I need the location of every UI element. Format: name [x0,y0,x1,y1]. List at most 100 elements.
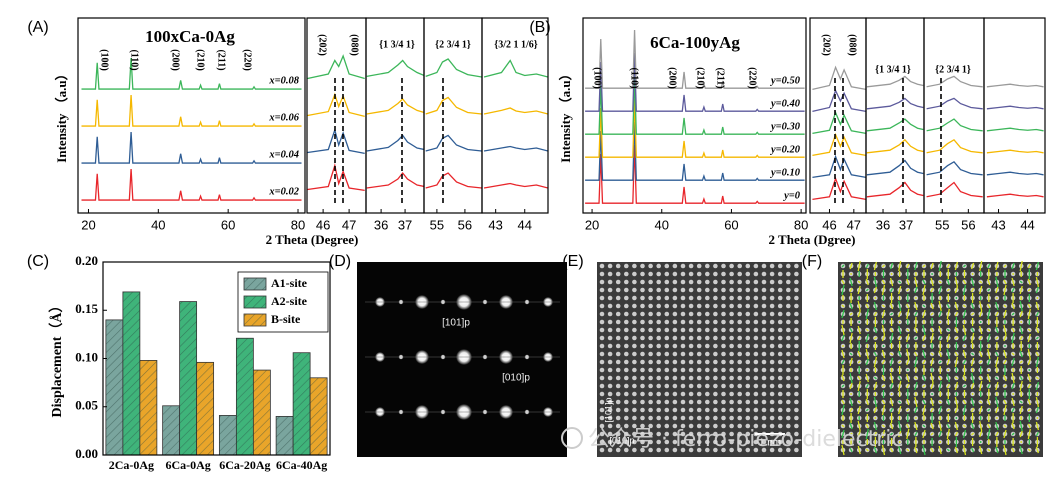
displacement-arrow [865,278,869,286]
atom-column [648,335,653,341]
displacement-arrow [898,310,902,318]
x-axis-label: 2 Theta (Dgree) [769,232,856,247]
atom-column [761,343,767,349]
displacement-arrow [962,309,967,319]
displacement-arrow [881,324,886,336]
displacement-arrow [841,279,845,285]
atom-column [753,367,759,373]
x-tick-label: 44 [1020,217,1034,232]
atom-column [656,271,661,277]
displacement-arrow [898,400,902,404]
displacement-arrow [857,285,861,295]
atom-column [721,431,726,437]
displacement-arrow [898,420,902,432]
displacement-arrow [849,327,853,333]
atom-column [607,351,613,357]
displacement-arrow [946,278,950,286]
displacement-arrow [954,376,958,380]
atom-column [786,359,791,365]
atom-column [745,271,751,277]
atom-column [672,423,678,429]
atom-column [664,439,670,445]
atom-column [680,375,686,381]
atom-column [680,335,686,341]
displacement-arrow [946,308,950,320]
atom-column [713,351,718,357]
displacement-arrow [873,396,878,408]
displacement-arrow [881,399,886,405]
displacement-arrow [971,327,975,333]
atom-column [607,327,613,333]
atom-column [615,263,621,269]
panel-label: (E) [562,253,583,270]
y-tick-label: 0.15 [75,301,98,316]
peak-label: (100) [592,67,603,89]
displacement-arrow [914,376,918,380]
atom-column [599,399,605,405]
atom-column [599,351,605,357]
displacement-arrow [962,359,967,365]
displacement-arrow [889,422,894,430]
atom-column [648,343,653,349]
xrd-curve [483,182,548,189]
atom-column [713,343,718,349]
atom-column [769,447,775,453]
atom-column [624,431,629,437]
atom-column [624,327,629,333]
displacement-arrow [849,262,853,270]
atom-column [688,447,694,453]
displacement-arrow [979,375,983,381]
displacement-arrow [873,351,877,357]
atom-column [607,431,613,437]
displacement-arrow [849,332,853,344]
displacement-arrow [995,351,999,357]
atom-column [615,431,621,437]
displacement-arrow [954,326,959,334]
displacement-arrow [971,352,975,356]
atom-column [656,423,661,429]
atom-column [761,375,767,381]
atom-column [664,367,670,373]
atom-column [696,375,702,381]
displacement-arrow [849,432,853,436]
displacement-arrow [922,279,926,285]
atom-column [648,439,653,445]
displacement-arrow [841,334,845,342]
displacement-arrow [938,280,942,284]
atom-column [745,447,751,453]
atom-column [721,311,726,317]
atom-column [794,327,799,333]
atom-column [777,391,783,397]
atom-column [769,287,775,293]
atom-column [688,343,694,349]
atom-column [664,447,670,453]
atom-column [713,295,718,301]
atom-column [632,415,637,421]
atom-column [672,383,678,389]
atom-column [713,319,718,325]
peak-annotation: (202) [317,34,328,56]
displacement-arrow [914,301,918,311]
atom-column [729,263,734,269]
atom-column [729,279,734,285]
displacement-arrow [881,279,886,285]
x-tick-label: 6Ca-20Ag [219,458,270,472]
displacement-arrow [873,381,878,391]
displacement-arrow [849,422,853,430]
x-tick-label: 40 [151,217,165,232]
atom-column [786,263,791,269]
atom-column [615,327,621,333]
atom-column [721,415,726,421]
displacement-arrow [995,356,999,368]
atom-column [794,359,799,365]
displacement-arrow [987,333,991,343]
atom-column [721,383,726,389]
atom-column [615,439,621,445]
xrd-curve [425,134,482,152]
atom-column [640,399,645,405]
atom-column [721,367,726,373]
atom-column [672,439,678,445]
atom-column [705,439,710,445]
atom-column [632,335,637,341]
displacement-arrow [849,357,853,367]
